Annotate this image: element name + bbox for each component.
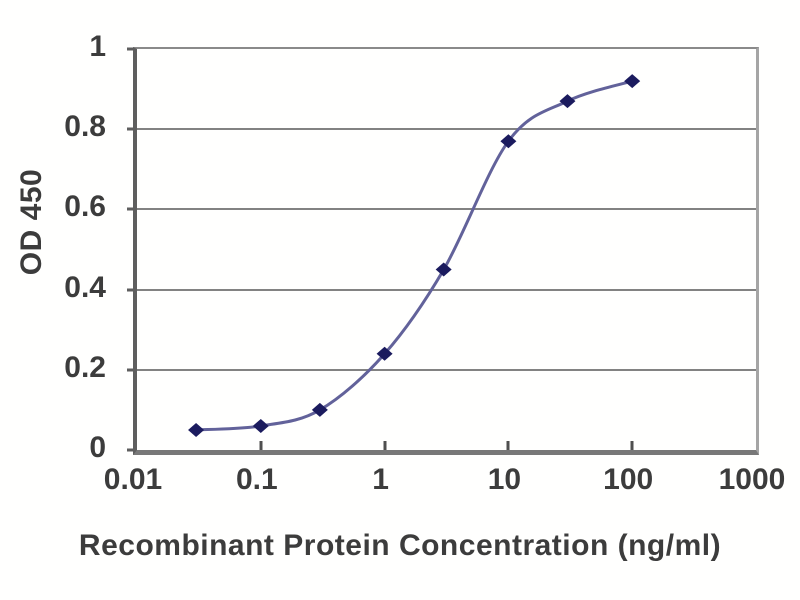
y-tick-label: 0.6: [64, 190, 106, 224]
x-tick-label: 1: [372, 463, 389, 496]
y-tick-label: 0.2: [64, 350, 106, 384]
data-point-marker: [500, 134, 517, 149]
x-tick-label: 1000: [718, 463, 786, 496]
data-point-marker: [435, 262, 452, 277]
data-point-marker: [376, 346, 393, 361]
data-point-marker: [311, 402, 328, 417]
gridline-0.8: [137, 128, 756, 131]
x-tick-mark: [259, 441, 263, 450]
gridline-0.4: [137, 288, 756, 291]
series-line: [196, 79, 633, 432]
x-tick-label: 0.01: [103, 463, 163, 496]
data-point-marker: [188, 422, 205, 437]
y-tick-mark: [127, 288, 133, 292]
y-tick-label: 0: [89, 431, 106, 464]
plot-area: [127, 47, 759, 455]
y-axis-tick-labels: 1 0.8 0.6 0.4 0.2 0: [0, 32, 106, 463]
x-tick-mark: [630, 441, 634, 450]
gridline-0.6: [137, 208, 756, 211]
gridline-0.2: [137, 368, 756, 371]
y-tick-mark: [127, 368, 133, 372]
x-tick-label: 100: [603, 463, 654, 496]
data-point-marker: [559, 94, 576, 109]
y-tick-mark: [127, 47, 133, 51]
x-tick-label: 0.1: [235, 463, 278, 496]
y-tick-label: 0.8: [64, 110, 106, 144]
y-tick-mark: [127, 207, 133, 211]
x-tick-mark: [383, 441, 387, 450]
x-axis-tick-labels: 0.01 0.1 1 10 100 1000: [104, 463, 786, 501]
x-tick-mark: [506, 441, 510, 450]
y-tick-mark: [127, 127, 133, 131]
y-tick-label: 1: [89, 30, 106, 63]
x-axis-title: Recombinant Protein Concentration (ng/ml…: [78, 529, 722, 562]
y-tick-mark: [127, 448, 133, 452]
data-point-marker: [624, 74, 641, 89]
x-tick-label: 10: [487, 463, 522, 496]
curve-svg: [188, 74, 641, 437]
y-tick-label: 0.4: [64, 270, 106, 304]
data-point-marker: [252, 418, 269, 433]
